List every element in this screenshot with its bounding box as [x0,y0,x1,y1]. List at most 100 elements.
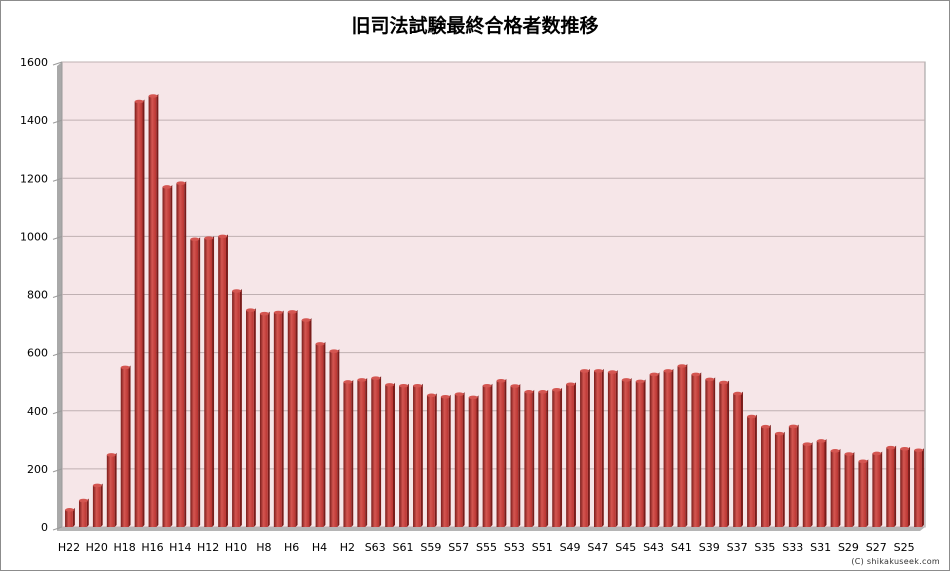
bar [705,377,716,527]
bar-cap [830,449,840,453]
bar-face [413,385,421,527]
bar-face [454,394,463,527]
bar-side [198,237,201,527]
bar-face [190,239,199,527]
bar [566,382,576,527]
bar-face [468,397,477,527]
x-tick-label: S55 [476,541,497,554]
bar-side [615,370,618,527]
bar-cap [454,392,464,396]
bar-side [754,414,757,527]
x-tick-label: S53 [504,541,525,554]
bar [218,234,228,527]
bar-cap [65,508,75,512]
bar-face [65,509,73,527]
x-tick-label: H8 [256,541,271,554]
bar-face [593,370,602,527]
bar [719,380,730,527]
bar-side [490,383,493,527]
bar-face [761,426,769,527]
bar [607,370,618,527]
bar-cap [858,459,868,464]
bar-cap [621,378,631,382]
x-tick-label: S25 [894,541,915,554]
bar-face [496,380,505,527]
x-tick-label: S31 [810,541,831,554]
bar [635,379,646,527]
bar-side [462,392,465,527]
bar-side [72,507,75,527]
bar [65,507,75,527]
bar [329,349,340,527]
bar [468,395,479,527]
bar-face [649,374,658,527]
bar-side [671,368,674,527]
bar [232,289,242,527]
bar [246,308,256,527]
bar [204,236,215,527]
bar-face [232,291,240,527]
bar-cap [524,390,534,394]
x-tick-label: S39 [699,541,720,554]
gridline-depth [52,294,63,298]
bar [426,393,437,527]
bar-side [894,445,897,527]
bar-cap [496,379,506,383]
bar [496,378,507,527]
bar-side [866,459,869,527]
bar-face [204,238,213,527]
bar-face [733,393,741,527]
bar-cap [538,390,548,394]
bar-side [532,389,535,527]
bar [552,387,563,527]
bar-side [323,341,326,527]
x-tick-label: S27 [866,541,887,554]
bar-face [830,450,839,527]
plot-side-wall [57,62,62,531]
bar-side [880,451,883,527]
bar [844,452,855,527]
bar [816,438,827,527]
bar-face [872,453,881,527]
bar-face [120,367,129,527]
bar-side [560,387,563,527]
bar-cap [329,349,339,353]
bar [788,424,799,527]
bar [134,99,145,528]
bar-side [601,368,604,527]
x-tick-label: S61 [393,541,414,554]
bar-side [170,184,173,527]
bar-cap [886,445,896,450]
bar-side [713,377,716,527]
bar [524,389,535,527]
bar-face [329,351,338,527]
bar-face [301,320,310,527]
bar-side [351,379,354,527]
bar-face [858,461,867,527]
bar [482,383,493,527]
bar [900,446,911,527]
bar-side [504,378,507,527]
bar-face [747,416,755,527]
bar-face [287,311,296,527]
x-tick-label: H20 [86,541,108,554]
bar-cap [607,370,617,374]
bar [440,394,451,527]
bar-cap [148,94,158,98]
bar-side [740,391,743,527]
bar-face [886,447,895,527]
x-tick-label: S35 [754,541,775,554]
bar-cap [259,311,269,316]
y-tick-label: 1600 [20,56,48,69]
bar-cap [705,377,715,382]
bar-side [225,234,228,527]
bar-side [253,308,256,527]
bar [301,318,312,527]
bar-side [86,498,89,527]
bar-side [518,384,521,527]
bar-face [357,379,366,527]
bar [774,431,785,527]
bar [315,341,326,527]
bar [872,451,883,527]
bar-face [774,433,783,527]
